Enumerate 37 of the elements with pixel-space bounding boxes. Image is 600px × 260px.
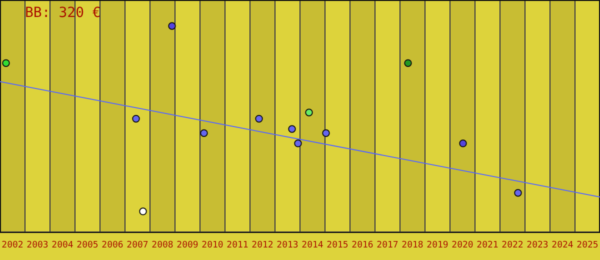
point xyxy=(459,140,467,148)
point xyxy=(322,129,330,137)
point xyxy=(305,108,313,116)
x-tick-label: 2023 xyxy=(526,240,548,250)
x-tick-label: 2005 xyxy=(76,240,98,250)
point xyxy=(255,114,263,123)
point xyxy=(288,125,296,133)
x-tick-label: 2011 xyxy=(226,240,248,250)
x-tick-label: 2018 xyxy=(402,240,424,250)
x-tick-label: 2010 xyxy=(202,240,224,250)
point xyxy=(514,188,522,197)
point xyxy=(168,22,176,30)
x-tick-label: 2022 xyxy=(502,240,524,250)
x-tick-label: 2014 xyxy=(302,240,324,250)
x-tick-label: 2024 xyxy=(552,240,574,250)
x-tick-label: 2006 xyxy=(102,240,124,250)
point xyxy=(139,208,147,216)
x-tick-label: 2002 xyxy=(2,240,24,250)
x-tick-label: 2021 xyxy=(476,240,498,250)
point xyxy=(132,114,140,123)
x-tick-label: 2012 xyxy=(252,240,274,250)
x-tick-label: 2017 xyxy=(376,240,398,250)
x-tick-label: 2008 xyxy=(152,240,174,250)
x-tick-label: 2013 xyxy=(276,240,298,250)
x-tick-label: 2007 xyxy=(126,240,148,250)
x-tick-label: 2025 xyxy=(576,240,598,250)
point xyxy=(200,129,208,137)
x-tick-label: 2003 xyxy=(26,240,48,250)
x-tick-label: 2009 xyxy=(176,240,198,250)
point xyxy=(2,59,10,67)
point xyxy=(294,140,302,148)
point xyxy=(404,59,412,67)
x-tick-label: 2015 xyxy=(326,240,348,250)
x-tick-label: 2016 xyxy=(352,240,374,250)
x-tick-label: 2004 xyxy=(52,240,74,250)
x-tick-label: 2019 xyxy=(426,240,448,250)
x-tick-label: 2020 xyxy=(452,240,474,250)
